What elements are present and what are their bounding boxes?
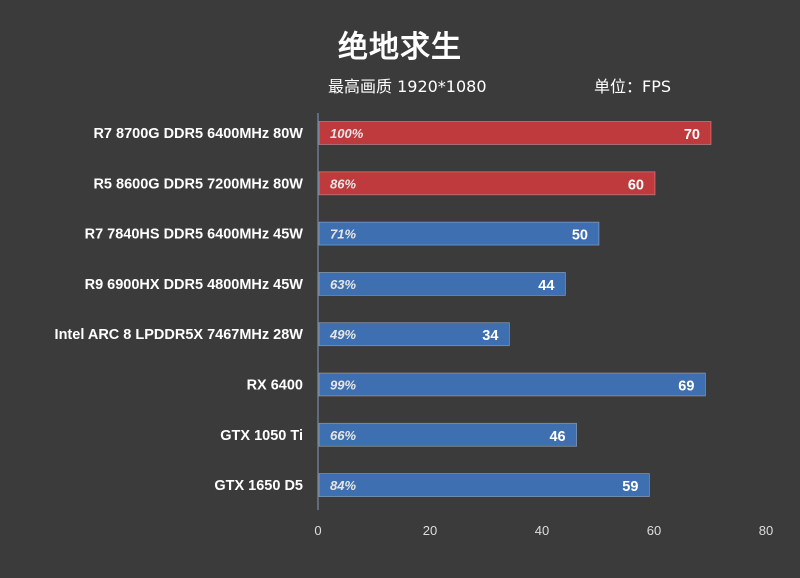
value-label: 70 [684,127,700,143]
bar [318,322,510,347]
value-label: 59 [622,479,638,495]
percent-label: 71% [330,227,356,242]
value-label: 50 [572,228,588,244]
bar [318,221,600,246]
bar [318,372,706,397]
category-label: R9 6900HX DDR5 4800MHz 45W [85,277,304,293]
category-label: R7 7840HS DDR5 6400MHz 45W [85,227,304,243]
unit-label: 单位：FPS [594,77,672,96]
value-label: 46 [549,429,565,445]
category-label: R7 8700G DDR5 6400MHz 80W [93,126,303,142]
x-tick-label: 60 [647,523,661,538]
percent-label: 86% [330,176,356,191]
x-tick-label: 20 [423,523,437,538]
chart-subtitle: 最高画质 1920*1080 [328,77,487,96]
percent-label: 66% [330,428,356,443]
category-label: R5 8600G DDR5 7200MHz 80W [93,176,303,192]
value-label: 44 [538,278,554,294]
x-tick-label: 80 [759,523,773,538]
percent-label: 84% [330,478,356,493]
value-label: 60 [628,177,644,193]
bar [318,171,656,196]
category-label: GTX 1050 Ti [220,428,303,444]
x-tick-label: 40 [535,523,549,538]
category-label: GTX 1650 D5 [214,478,303,494]
percent-label: 100% [330,126,364,141]
bar [318,422,578,447]
percent-label: 63% [330,277,356,292]
category-label: RX 6400 [247,378,303,394]
category-label: Intel ARC 8 LPDDR5X 7467MHz 28W [55,327,304,343]
bar [318,121,712,145]
percent-label: 99% [330,378,356,393]
value-label: 34 [482,328,498,344]
value-label: 69 [678,379,694,395]
bar [318,473,650,498]
x-tick-label: 0 [314,523,321,538]
chart-title: 绝地求生 [338,30,462,65]
percent-label: 49% [329,327,356,342]
bar [318,271,566,296]
